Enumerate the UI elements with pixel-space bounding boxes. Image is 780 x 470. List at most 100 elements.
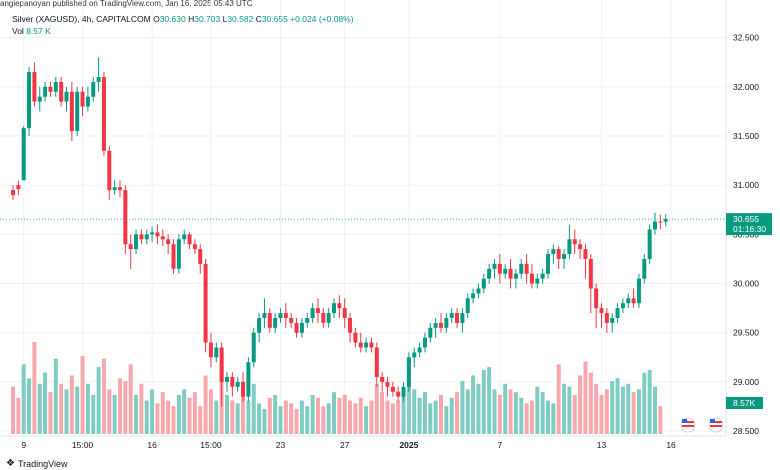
candle — [241, 372, 246, 402]
volume-bar — [53, 358, 58, 434]
x-tick-label: 16 — [666, 440, 676, 450]
volume-bar — [401, 394, 406, 434]
candle — [150, 226, 155, 243]
time-axis[interactable]: 9 15:00 16 15:00 23 27 2025 7 13 16 — [21, 440, 676, 450]
volume-bar — [636, 389, 641, 434]
candle — [11, 185, 15, 200]
candle — [182, 229, 187, 245]
volume-bar — [32, 342, 37, 434]
candle — [583, 244, 588, 279]
brand-name[interactable]: TradingView — [17, 458, 68, 469]
us-flag-icon[interactable] — [708, 417, 724, 433]
volume-bar — [91, 394, 96, 434]
volume-bar — [465, 389, 470, 434]
volume-bar — [80, 355, 85, 434]
volume-bar — [289, 403, 294, 434]
volume-bar — [556, 364, 561, 434]
candle — [48, 81, 53, 97]
y-tick-label: 32.000 — [733, 82, 759, 92]
volume-bar — [562, 383, 567, 434]
candle — [27, 67, 32, 137]
candle — [406, 352, 411, 392]
candle — [471, 288, 476, 304]
volume-bar — [358, 397, 363, 434]
volume-bar — [257, 403, 262, 434]
candle — [283, 303, 288, 328]
low-label: L — [222, 14, 228, 24]
candle — [653, 212, 657, 235]
volume-bar — [198, 406, 203, 434]
candle — [449, 308, 454, 323]
volume-bar — [406, 378, 411, 434]
candle — [155, 224, 160, 245]
volume-bar — [118, 378, 122, 434]
x-tick-label: 7 — [497, 440, 502, 450]
candle — [647, 224, 652, 264]
volume-bar — [449, 397, 454, 434]
candle — [219, 342, 224, 407]
volume-bar — [540, 392, 545, 434]
volume-bar — [588, 372, 593, 434]
volume-bar — [428, 403, 433, 434]
volume-bar — [353, 403, 358, 434]
x-tick-label: 16 — [147, 440, 157, 450]
candle — [69, 81, 74, 141]
candle — [519, 258, 524, 279]
volume-tag-value: 8.57K — [733, 398, 756, 408]
volume-bar — [583, 361, 588, 434]
volume-bar — [144, 400, 149, 434]
candle — [631, 288, 636, 309]
candle — [321, 308, 326, 328]
candle — [289, 313, 294, 328]
volume-row: Vol 8.57 K — [12, 25, 354, 37]
close-label: C — [255, 14, 262, 24]
candle — [299, 317, 304, 338]
us-flag-icon[interactable] — [680, 417, 696, 433]
volume-bar — [182, 389, 187, 434]
volume-bar — [27, 378, 32, 434]
x-tick-label: 13 — [597, 440, 607, 450]
volume-bar — [546, 400, 550, 434]
volume-bar — [283, 400, 288, 434]
candle — [315, 298, 320, 323]
volume-bar — [658, 406, 663, 434]
volume-bar — [155, 403, 160, 434]
ohlc-row: Silver (XAGUSD), 4h, CAPITALCOM O30.630 … — [12, 13, 354, 25]
grid — [0, 0, 726, 436]
volume-bar — [380, 392, 385, 434]
volume-bar — [299, 400, 304, 434]
volume-bar — [374, 383, 379, 434]
volume-bar — [417, 397, 422, 434]
candle — [439, 313, 443, 333]
candle — [64, 86, 69, 112]
volume-bar — [497, 394, 502, 434]
candle — [203, 258, 208, 353]
symbol-description[interactable]: Silver (XAGUSD), 4h, CAPITALCOM — [12, 14, 151, 24]
volume-bar — [262, 408, 267, 434]
volume-bar — [524, 403, 529, 434]
volume-bar — [604, 389, 609, 434]
volume-bar — [487, 367, 492, 434]
volume-bar — [69, 375, 74, 434]
volume-label[interactable]: Vol — [12, 26, 24, 36]
volume-bar — [101, 358, 106, 434]
volume-bar — [48, 392, 53, 434]
volume-bar — [551, 403, 556, 434]
candle — [487, 263, 492, 284]
candle — [364, 337, 369, 353]
volume-bar — [412, 389, 417, 434]
volume-bar — [535, 386, 540, 434]
candle — [230, 372, 235, 397]
volume-bar — [43, 372, 48, 434]
candle — [192, 239, 197, 255]
volume-bar — [422, 392, 427, 434]
candle — [337, 295, 342, 318]
y-tick-label: 28.500 — [733, 426, 759, 436]
volume-bar — [112, 394, 117, 434]
candle — [85, 86, 90, 112]
volume-bar — [251, 383, 256, 434]
tradingview-logo-icon[interactable]: ❖ — [6, 458, 15, 469]
volume-bar — [642, 372, 647, 434]
event-flags[interactable] — [680, 417, 724, 433]
